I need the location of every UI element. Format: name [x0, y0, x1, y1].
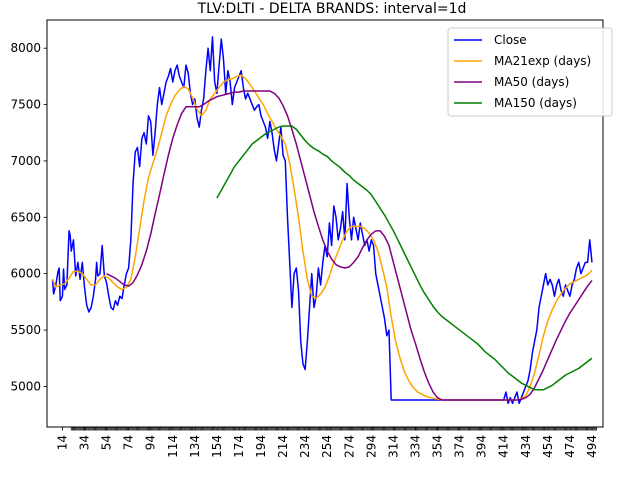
- x-tick-label: 334: [408, 435, 422, 458]
- series-line-2: [106, 90, 593, 401]
- y-tick-label: 7000: [10, 154, 41, 168]
- x-tick-label: 194: [254, 435, 268, 458]
- x-tick-label: 34: [78, 435, 92, 450]
- y-tick-label: 7500: [10, 98, 41, 112]
- y-tick-label: 6000: [10, 267, 41, 281]
- x-tick-label: 294: [364, 435, 378, 458]
- x-tick-label: 94: [144, 435, 158, 450]
- series-line-3: [216, 125, 593, 391]
- y-tick-label: 8000: [10, 41, 41, 55]
- x-tick-label: 274: [342, 435, 356, 458]
- chart-title: TLV:DLTI - DELTA BRANDS: interval=1d: [197, 1, 467, 17]
- x-tick-label: 54: [100, 435, 114, 450]
- x-tick-label: 114: [166, 435, 180, 458]
- x-tick-label: 394: [475, 435, 489, 458]
- legend-label: MA150 (days): [494, 96, 577, 110]
- y-tick-label: 6500: [10, 210, 41, 224]
- x-tick-label: 354: [431, 435, 445, 458]
- series-line-0: [51, 36, 593, 405]
- legend-box: [447, 27, 613, 117]
- x-tick-label: 154: [210, 435, 224, 458]
- legend-label: MA21exp (days): [494, 54, 591, 68]
- x-tick-label: 314: [386, 435, 400, 458]
- x-tick-label: 214: [276, 435, 290, 458]
- y-tick-label: 5500: [10, 323, 41, 337]
- x-tick-label: 494: [585, 435, 599, 458]
- x-tick-label: 14: [55, 435, 69, 450]
- legend-label: MA50 (days): [494, 75, 569, 89]
- legend-label: Close: [494, 33, 527, 47]
- x-tick-label: 474: [563, 435, 577, 458]
- y-tick-label: 5000: [10, 379, 41, 393]
- series-layer: [51, 36, 593, 405]
- x-tick-label: 254: [320, 435, 334, 458]
- x-tick-label: 414: [497, 435, 511, 458]
- x-tick-label: 434: [519, 435, 533, 458]
- x-tick-label: 454: [541, 435, 555, 458]
- x-tick-label: 374: [453, 435, 467, 458]
- x-tick-label: 134: [188, 435, 202, 458]
- legend: Close MA21exp (days) MA50 (days) MA150 (day…: [447, 27, 613, 117]
- x-tick-label: 234: [298, 435, 312, 458]
- x-tick-label: 174: [232, 435, 246, 458]
- axis-layer: 5000 5500 6000 6500 7000 7500 8000 14 34 54 74 94 11…: [10, 41, 599, 458]
- x-tick-label: 74: [122, 435, 136, 450]
